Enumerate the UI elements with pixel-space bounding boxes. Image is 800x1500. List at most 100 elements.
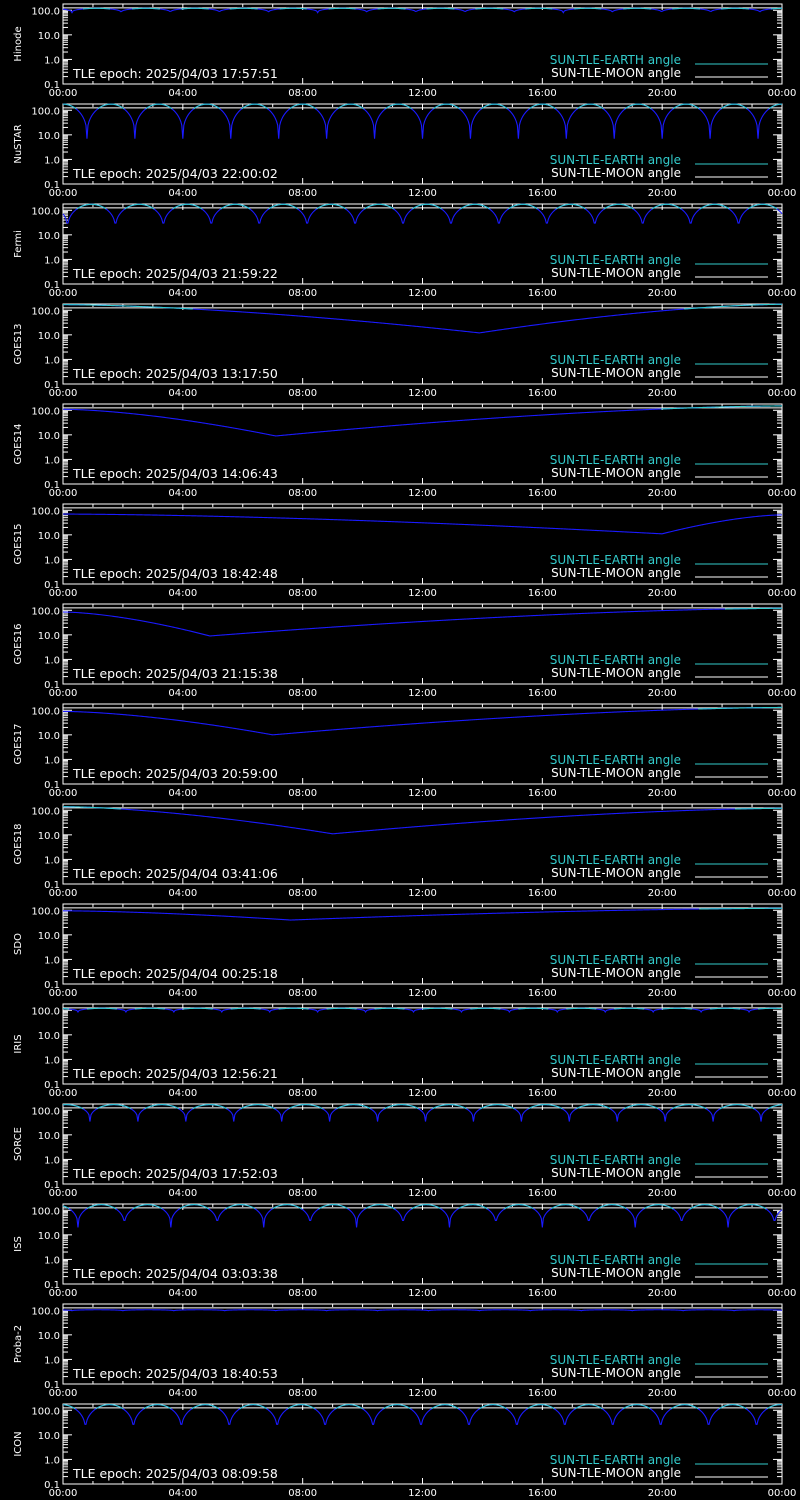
earth-angle-series-above: [230, 1007, 261, 1010]
y-tick-label: 100.0: [31, 306, 60, 317]
x-tick-label: 20:00: [648, 488, 677, 499]
satellite-label: IRIS: [13, 1034, 24, 1053]
earth-angle-series-above: [767, 1104, 783, 1110]
earth-angle-series-above: [365, 1204, 395, 1210]
earth-angle-series-above: [288, 1104, 323, 1110]
earth-angle-series-above: [504, 1204, 534, 1210]
legend-label: SUN-TLE-MOON angle: [551, 966, 681, 980]
y-tick-label: 100.0: [31, 206, 60, 217]
legend-label: SUN-TLE-EARTH angle: [550, 153, 681, 167]
legend-label: SUN-TLE-MOON angle: [551, 366, 681, 380]
y-tick-label: 1.0: [44, 455, 60, 466]
tle-epoch: TLE epoch: 2025/04/03 20:59:00: [72, 766, 278, 781]
x-tick-label: 04:00: [168, 888, 197, 899]
x-tick-label: 16:00: [528, 1488, 557, 1499]
x-tick-label: 20:00: [648, 1388, 677, 1399]
earth-angle-series-above: [143, 1404, 172, 1410]
earth-angle-series-above: [651, 203, 682, 210]
earth-angle-series: [62, 607, 782, 637]
x-tick-label: 12:00: [408, 1388, 437, 1399]
y-tick-label: 1.0: [44, 1355, 60, 1366]
y-tick-label: 0.1: [44, 1380, 60, 1391]
earth-angle-series-above: [574, 7, 602, 10]
earth-angle-series-above: [699, 203, 730, 210]
earth-angle-series-above: [192, 1104, 228, 1110]
earth-angle-series-above: [225, 1204, 256, 1210]
y-tick-label: 1.0: [44, 1155, 60, 1166]
x-tick-label: 12:00: [408, 688, 437, 699]
legend-label: SUN-TLE-EARTH angle: [550, 553, 681, 567]
legend-label: SUN-TLE-EARTH angle: [550, 1053, 681, 1067]
earth-angle-series-above: [527, 1404, 555, 1410]
earth-angle-series-above: [671, 1104, 707, 1110]
x-tick-label: 08:00: [288, 388, 317, 399]
y-tick-label: 0.1: [44, 80, 60, 91]
earth-angle-series: [63, 907, 782, 921]
x-tick-label: 00:00: [768, 188, 797, 199]
earth-angle-series-above: [385, 103, 412, 110]
x-tick-label: 00:00: [49, 1188, 78, 1199]
earth-angle-series-above: [422, 1007, 453, 1010]
earth-angle-series-above: [508, 203, 538, 210]
x-tick-label: 16:00: [528, 1188, 557, 1199]
earth-angle-series-above: [182, 1007, 213, 1010]
earth-angle-series-above: [623, 1104, 659, 1110]
earth-angle-series-above: [96, 1104, 132, 1110]
y-tick-label: 10.0: [38, 1231, 60, 1242]
legend-label: SUN-TLE-MOON angle: [551, 66, 681, 80]
satellite-label: ISS: [13, 1236, 24, 1252]
y-tick-label: 0.1: [44, 280, 60, 291]
satellite-label: SORCE: [13, 1127, 24, 1161]
earth-angle-series-above: [662, 1007, 693, 1010]
x-tick-label: 08:00: [288, 1488, 317, 1499]
y-tick-label: 100.0: [31, 1006, 60, 1017]
earth-angle-series: [63, 405, 782, 437]
earth-angle-series: [62, 1104, 783, 1122]
x-tick-label: 12:00: [408, 1488, 437, 1499]
earth-angle-series-above: [475, 7, 504, 10]
earth-angle-series-above: [76, 203, 107, 210]
y-tick-label: 100.0: [31, 706, 60, 717]
x-tick-label: 08:00: [288, 988, 317, 999]
x-tick-label: 04:00: [168, 288, 197, 299]
earth-angle-series-above: [179, 1204, 210, 1210]
x-tick-label: 16:00: [528, 1288, 557, 1299]
x-tick-label: 08:00: [288, 1388, 317, 1399]
earth-angle-series-above: [412, 203, 442, 210]
legend-label: SUN-TLE-EARTH angle: [550, 1353, 681, 1367]
x-tick-label: 00:00: [49, 1088, 78, 1099]
x-tick-label: 00:00: [768, 888, 797, 899]
legend-label: SUN-TLE-MOON angle: [551, 766, 681, 780]
x-tick-label: 16:00: [528, 288, 557, 299]
y-tick-label: 100.0: [31, 806, 60, 817]
y-tick-label: 1.0: [44, 755, 60, 766]
legend-label: SUN-TLE-EARTH angle: [550, 1153, 681, 1167]
earth-angle-series-above: [735, 807, 782, 810]
satellite-label: Proba-2: [13, 1325, 24, 1363]
x-tick-label: 16:00: [528, 988, 557, 999]
satellite-label: GOES15: [13, 523, 24, 564]
earth-angle-series: [63, 706, 782, 736]
earth-angle-series-above: [374, 1007, 405, 1010]
legend-label: SUN-TLE-MOON angle: [551, 866, 681, 880]
y-tick-label: 100.0: [31, 506, 60, 517]
x-tick-label: 20:00: [648, 788, 677, 799]
earth-angle-series-above: [770, 7, 783, 10]
y-tick-label: 1.0: [44, 355, 60, 366]
earth-angle-series-above: [566, 1007, 597, 1010]
x-tick-label: 00:00: [49, 488, 78, 499]
x-tick-label: 16:00: [528, 1388, 557, 1399]
y-tick-label: 100.0: [31, 1306, 60, 1317]
x-tick-label: 12:00: [408, 388, 437, 399]
earth-angle-series-above: [470, 1007, 501, 1010]
earth-angle-series-above: [757, 1007, 783, 1010]
earth-angle-series-above: [62, 1104, 84, 1110]
earth-angle-series-above: [62, 1404, 76, 1410]
earth-angle-series-above: [736, 1204, 767, 1210]
y-tick-label: 10.0: [38, 331, 60, 342]
earth-angle-series-above: [480, 1104, 515, 1110]
y-tick-label: 100.0: [31, 1206, 60, 1217]
